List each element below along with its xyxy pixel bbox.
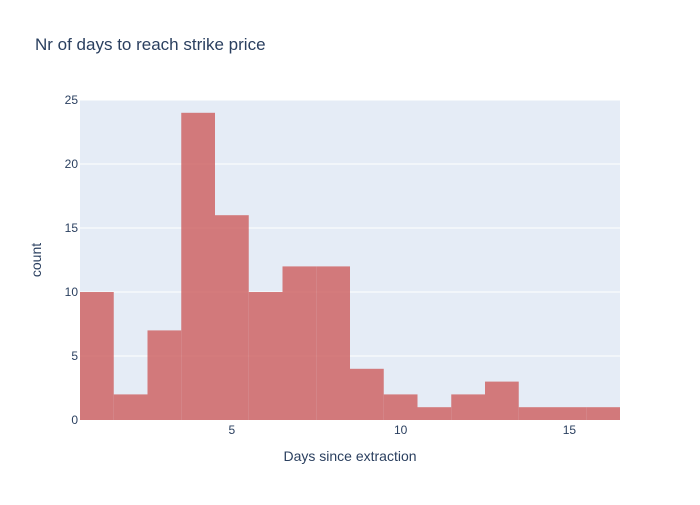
x-axis-ticks: 5 10 15 [229, 423, 577, 437]
histogram-bar[interactable] [181, 112, 215, 421]
histogram-bar[interactable] [248, 292, 283, 420]
histogram-bar[interactable] [417, 407, 452, 420]
histogram-bar[interactable] [485, 381, 519, 420]
histogram-bar[interactable] [316, 266, 350, 420]
histogram-bar[interactable] [282, 266, 317, 420]
histogram-bar[interactable] [383, 394, 418, 420]
x-tick-label: 10 [394, 423, 408, 437]
histogram-bar[interactable] [552, 407, 587, 420]
y-tick-label: 5 [71, 349, 78, 363]
histogram-bar[interactable] [80, 292, 114, 420]
x-axis-label: Days since extraction [283, 448, 416, 464]
histogram-bar[interactable] [147, 330, 182, 420]
chart-title: Nr of days to reach strike price [35, 35, 266, 54]
x-tick-label: 5 [229, 423, 236, 437]
y-tick-label: 25 [65, 93, 79, 107]
x-tick-label: 15 [563, 423, 577, 437]
y-tick-label: 20 [65, 157, 79, 171]
histogram-bar[interactable] [113, 394, 148, 420]
y-tick-label: 10 [65, 285, 79, 299]
histogram-bar[interactable] [350, 368, 384, 420]
histogram-bar[interactable] [451, 394, 485, 420]
y-tick-label: 15 [65, 221, 79, 235]
y-tick-label: 0 [71, 413, 78, 427]
histogram-bar[interactable] [518, 407, 553, 420]
y-axis-ticks: 0 5 10 15 20 25 [65, 93, 79, 427]
histogram-bar[interactable] [586, 407, 620, 420]
histogram-bar[interactable] [215, 215, 249, 420]
histogram-bars [80, 112, 620, 421]
y-axis-label: count [28, 243, 44, 277]
